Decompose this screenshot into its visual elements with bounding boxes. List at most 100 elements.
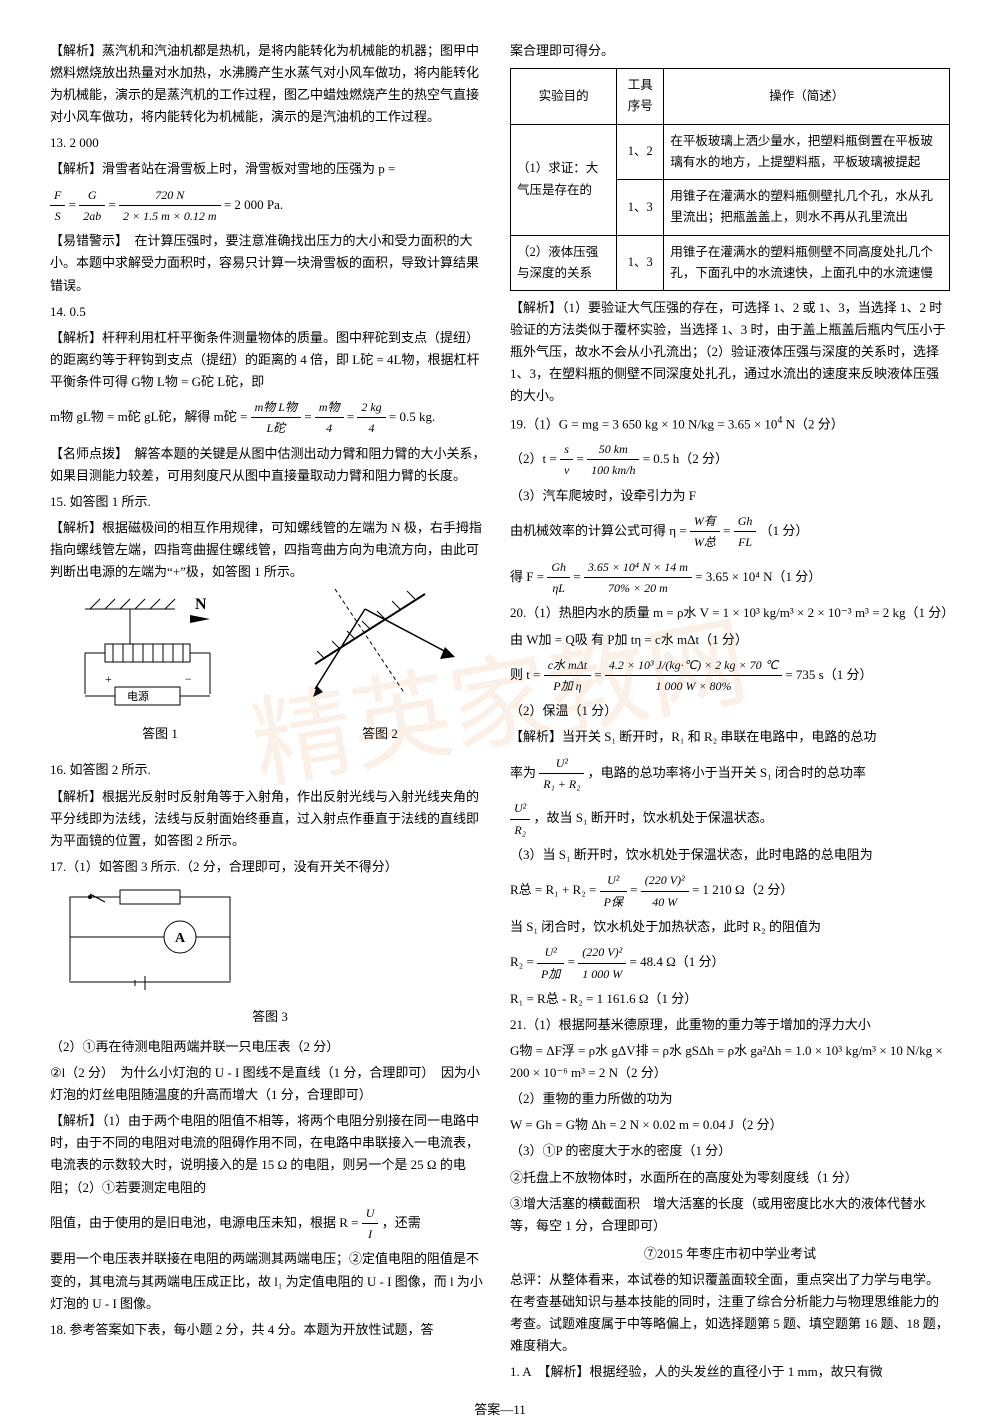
text: = 0.5 kg. — [389, 409, 435, 424]
a18: 【解析】（1）要验证大气压强的存在，可选择 1、2 或 1、3，当选择 1、2 … — [510, 297, 950, 407]
q19-3: （3）汽车爬坡时，设牵引力为 F — [510, 485, 950, 507]
num: (220 V)² — [641, 870, 689, 891]
a17b: 阻值，由于使用的是旧电池，电源电压未知，根据 R = UI ，还需 — [50, 1203, 490, 1245]
frac: m物4 — [315, 397, 344, 439]
num: U — [362, 1203, 379, 1224]
fig2-caption: 答图 2 — [295, 723, 465, 745]
eq: = — [347, 409, 354, 424]
source-label: 电源 — [127, 689, 149, 703]
num: 2 kg — [357, 397, 385, 418]
a16: 【解析】根据光反射时反射角等于入射角，作出反射光线与入射光线夹角的平分线即为法线… — [50, 786, 490, 852]
right-column: 案合理即可得分。 实验目的 工具序号 操作（简述） （1）求证：大气压是存在的 … — [510, 40, 950, 1387]
den: P加 — [537, 964, 564, 984]
exam-title: ⑦2015 年枣庄市初中学业考试 — [510, 1243, 950, 1265]
cell-purpose-1: （1）求证：大气压是存在的 — [511, 124, 617, 235]
q20-3: 则 t = c水 mΔtP加 η = 4.2 × 10³ J/(kg·℃) × … — [510, 655, 950, 697]
frac: FS — [50, 185, 65, 227]
figure-2 — [295, 589, 465, 719]
a13-formula: FS = G2ab = 720 N2 × 1.5 m × 0.12 m = 2 … — [50, 185, 490, 227]
frac: G2ab — [79, 185, 105, 227]
cell-op-2: 用锥子在灌满水的塑料瓶侧壁不同高度处扎几个孔，下面孔中的水流速快，上面孔中的水流… — [664, 235, 950, 291]
a20-middle: 率为 U²R₁ + R₂ ，电路的总功率将小于当开关 S₁ 闭合时的总功率 — [510, 753, 950, 795]
eq: = — [573, 569, 580, 584]
text: 则 t = — [510, 666, 540, 681]
cell-purpose-2: （2）液体压强与深度的关系 — [511, 235, 617, 291]
a20a: 【解析】当开关 S₁ 断开时，R₁ 和 R₂ 串联在电路中，电路的总功 — [510, 726, 950, 748]
den: 70% × 20 m — [584, 578, 692, 598]
q16: 16. 如答图 2 所示. — [50, 759, 490, 781]
q20-5: （3）当 S₁ 断开时，饮水机处于保温状态，此时电路的总电阻为 — [510, 844, 950, 866]
text: 【解析】滑雪者站在滑雪板上时，滑雪板对雪地的压强为 p = — [50, 161, 395, 176]
eq: = — [577, 451, 584, 466]
num: F — [50, 185, 65, 206]
num: W有 — [690, 511, 720, 532]
den: v — [560, 460, 573, 480]
page-columns: 【解析】蒸汽机和汽油机都是热机，是将内能转化为机械能的机器；图甲中燃料燃烧放出热… — [50, 40, 950, 1387]
a13-warn: 【易错警示】 在计算压强时，要注意准确找出压力的大小和受力面积的大小。本题中求解… — [50, 230, 490, 296]
num: U² — [539, 753, 584, 774]
text: = 735 s（1 分） — [785, 666, 872, 681]
frac: (220 V)²40 W — [641, 870, 689, 912]
a14-1: 【解析】杆秤利用杠杆平衡条件测量物体的质量。图中秤砣到支点（提纽）的距离约等于秤… — [50, 327, 490, 393]
den: L砣 — [251, 418, 301, 438]
den: P加 η — [544, 676, 591, 696]
eq: = — [568, 954, 575, 969]
q1-next: 1. A 【解析】根据经验，人的头发丝的直径小于 1 mm，故只有微 — [510, 1361, 950, 1383]
q20-6: R总 = R₁ + R₂ = U²P保 = (220 V)²40 W = 1 2… — [510, 870, 950, 912]
svg-text:−: − — [185, 672, 192, 686]
num: Gh — [734, 511, 757, 532]
den: 40 W — [641, 892, 689, 912]
table-row: （2）液体压强与深度的关系 1、3 用锥子在灌满水的塑料瓶侧壁不同高度处扎几个孔… — [511, 235, 950, 291]
text: = 3.65 × 10⁴ N（1 分） — [695, 569, 821, 584]
text: （1 分） — [760, 523, 809, 538]
text: ，故当 S₁ 断开时，饮水机处于保温状态。 — [534, 810, 773, 825]
frac: c水 mΔtP加 η — [544, 655, 591, 697]
frac: U²P保 — [600, 870, 627, 912]
num: U² — [600, 870, 627, 891]
q17-2: （2）①再在待测电阻两端并联一只电压表（2 分） — [50, 1036, 490, 1058]
a14-formula: m物 gL物 = m砣 gL砣，解得 m砣 = m物 L物L砣 = m物4 = … — [50, 397, 490, 439]
q17: 17.（1）如答图 3 所示.（2 分，合理即可，没有开关不得分） — [50, 856, 490, 878]
q21-3: （2）重物的重力所做的功为 — [510, 1088, 950, 1110]
a17c: 要用一个电压表并联接在电阻的两端测其两端电压；②定值电阻的阻值是不变的，其电流与… — [50, 1248, 490, 1314]
den: 4 — [315, 418, 344, 438]
cell-op-1a: 在平板玻璃上洒少量水，把塑料瓶倒置在平板玻璃有水的地方，上提塑料瓶，平板玻璃被提… — [664, 124, 950, 180]
q21-2: G物 = ΔF浮 = ρ水 gΔV排 = ρ水 gSΔh = ρ水 ga²Δh … — [510, 1040, 950, 1084]
q19-2: （2）t = sv = 50 km100 km/h = 0.5 h（2 分） — [510, 439, 950, 481]
frac: m物 L物L砣 — [251, 397, 301, 439]
frac: GhηL — [547, 557, 570, 599]
frac: U²P加 — [537, 942, 564, 984]
experiment-table: 实验目的 工具序号 操作（简述） （1）求证：大气压是存在的 1、2 在平板玻璃… — [510, 68, 950, 291]
den: ηL — [547, 578, 570, 598]
q20-7: 当 S₁ 闭合时，饮水机处于加热状态，此时 R₂ 的阻值为 — [510, 916, 950, 938]
a13: 【解析】滑雪者站在滑雪板上时，滑雪板对雪地的压强为 p = — [50, 158, 490, 180]
cell-tool-1a: 1、2 — [617, 124, 664, 180]
text: m物 gL物 = m砣 gL砣，解得 m砣 = — [50, 409, 247, 424]
num: G — [79, 185, 105, 206]
q21-5: （3）①P 的密度大于水的密度（1 分） — [510, 1140, 950, 1162]
q18: 18. 参考答案如下表，每小题 2 分，共 4 分。本题为开放性试题，答 — [50, 1319, 490, 1341]
num: Gh — [547, 557, 570, 578]
cell-op-1b: 用锥子在灌满水的塑料瓶侧壁扎几个孔，水从孔里流出；把瓶盖盖上，则水不再从孔里流出 — [664, 180, 950, 236]
q14: 14. 0.5 — [50, 301, 490, 323]
den: R₂ — [510, 820, 530, 840]
text: 率为 — [510, 764, 536, 779]
num: U² — [510, 798, 530, 819]
q21-6: ②托盘上不放物体时，水面所在的高度处为零刻度线（1 分） — [510, 1167, 950, 1189]
th-purpose: 实验目的 — [511, 69, 617, 125]
frac: GhFL — [734, 511, 757, 553]
eq: = — [594, 666, 601, 681]
cell-tool-2: 1、3 — [617, 235, 664, 291]
q20-8: R₂ = U²P加 = (220 V)²1 000 W = 48.4 Ω（1 分… — [510, 942, 950, 984]
q20-2: 由 W加 = Q吸 有 P加 tη = c水 mΔt（1 分） — [510, 629, 950, 651]
cell-tool-1b: 1、3 — [617, 180, 664, 236]
num: m物 L物 — [251, 397, 301, 418]
text: = 1 210 Ω（2 分） — [692, 882, 794, 897]
den: S — [50, 206, 65, 226]
text: ，电路的总功率将小于当开关 S₁ 闭合时的总功率 — [588, 764, 866, 779]
q17-3: ②l（2 分） 为什么小灯泡的 U - I 图线不是直线（1 分，合理即可） 因… — [50, 1062, 490, 1106]
figure-row-1-2: N 电源 — [50, 589, 490, 753]
q15: 15. 如答图 1 所示. — [50, 491, 490, 513]
den: I — [362, 1224, 379, 1244]
den: 2 × 1.5 m × 0.12 m — [119, 206, 221, 226]
